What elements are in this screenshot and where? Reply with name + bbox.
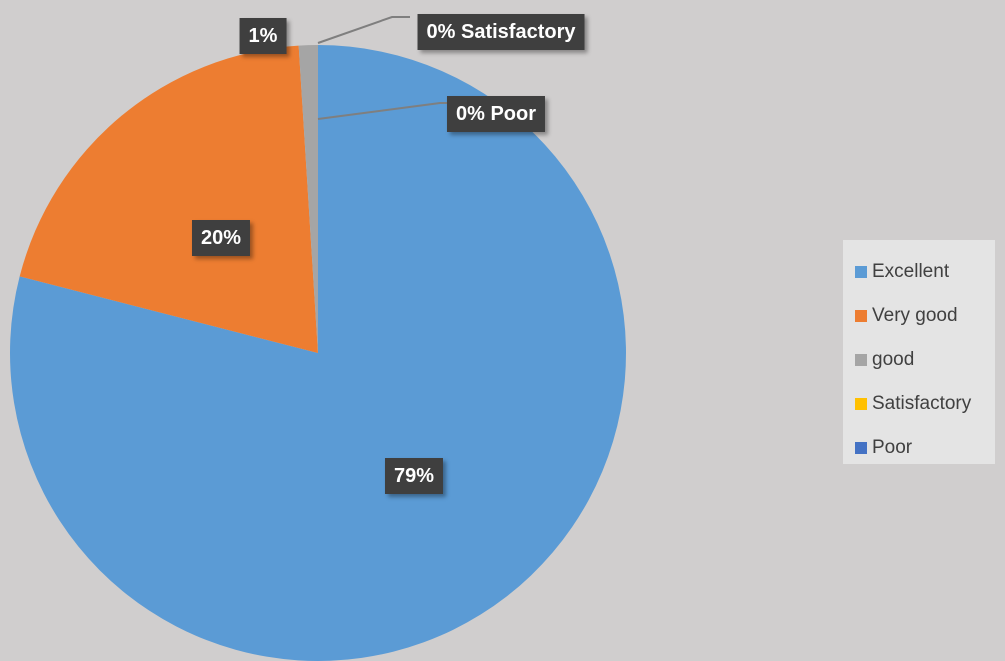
data-label-good: 1% <box>239 18 287 54</box>
legend-swatch-excellent <box>855 266 867 278</box>
legend-label-good: good <box>872 349 915 370</box>
legend-swatch-good <box>855 354 867 366</box>
legend-label-satisfactory: Satisfactory <box>872 393 972 414</box>
data-label-very-good: 20% <box>191 220 251 256</box>
data-label-satisfactory: 0% Satisfactory <box>417 14 585 50</box>
legend-swatch-satisfactory <box>855 398 867 410</box>
legend-label-very-good: Very good <box>872 305 958 326</box>
pie-slice-very-good <box>19 45 318 354</box>
leader-line-satisfactory <box>317 16 410 44</box>
pie-slice-good <box>298 45 318 353</box>
legend-label-poor: Poor <box>872 437 913 458</box>
legend-item-excellent: Excellent <box>855 250 995 294</box>
chart-legend: Excellent Very good good Satisfactory Poor <box>843 240 995 464</box>
legend-item-satisfactory: Satisfactory <box>855 382 995 426</box>
legend-item-poor: Poor <box>855 426 995 470</box>
legend-swatch-poor <box>855 442 867 454</box>
legend-item-very-good: Very good <box>855 294 995 338</box>
data-label-excellent: 79% <box>384 458 444 494</box>
pie-slice-excellent <box>9 45 626 661</box>
legend-label-excellent: Excellent <box>872 261 950 282</box>
data-label-poor: 0% Poor <box>446 96 546 132</box>
legend-swatch-very-good <box>855 310 867 322</box>
legend-item-good: good <box>855 338 995 382</box>
